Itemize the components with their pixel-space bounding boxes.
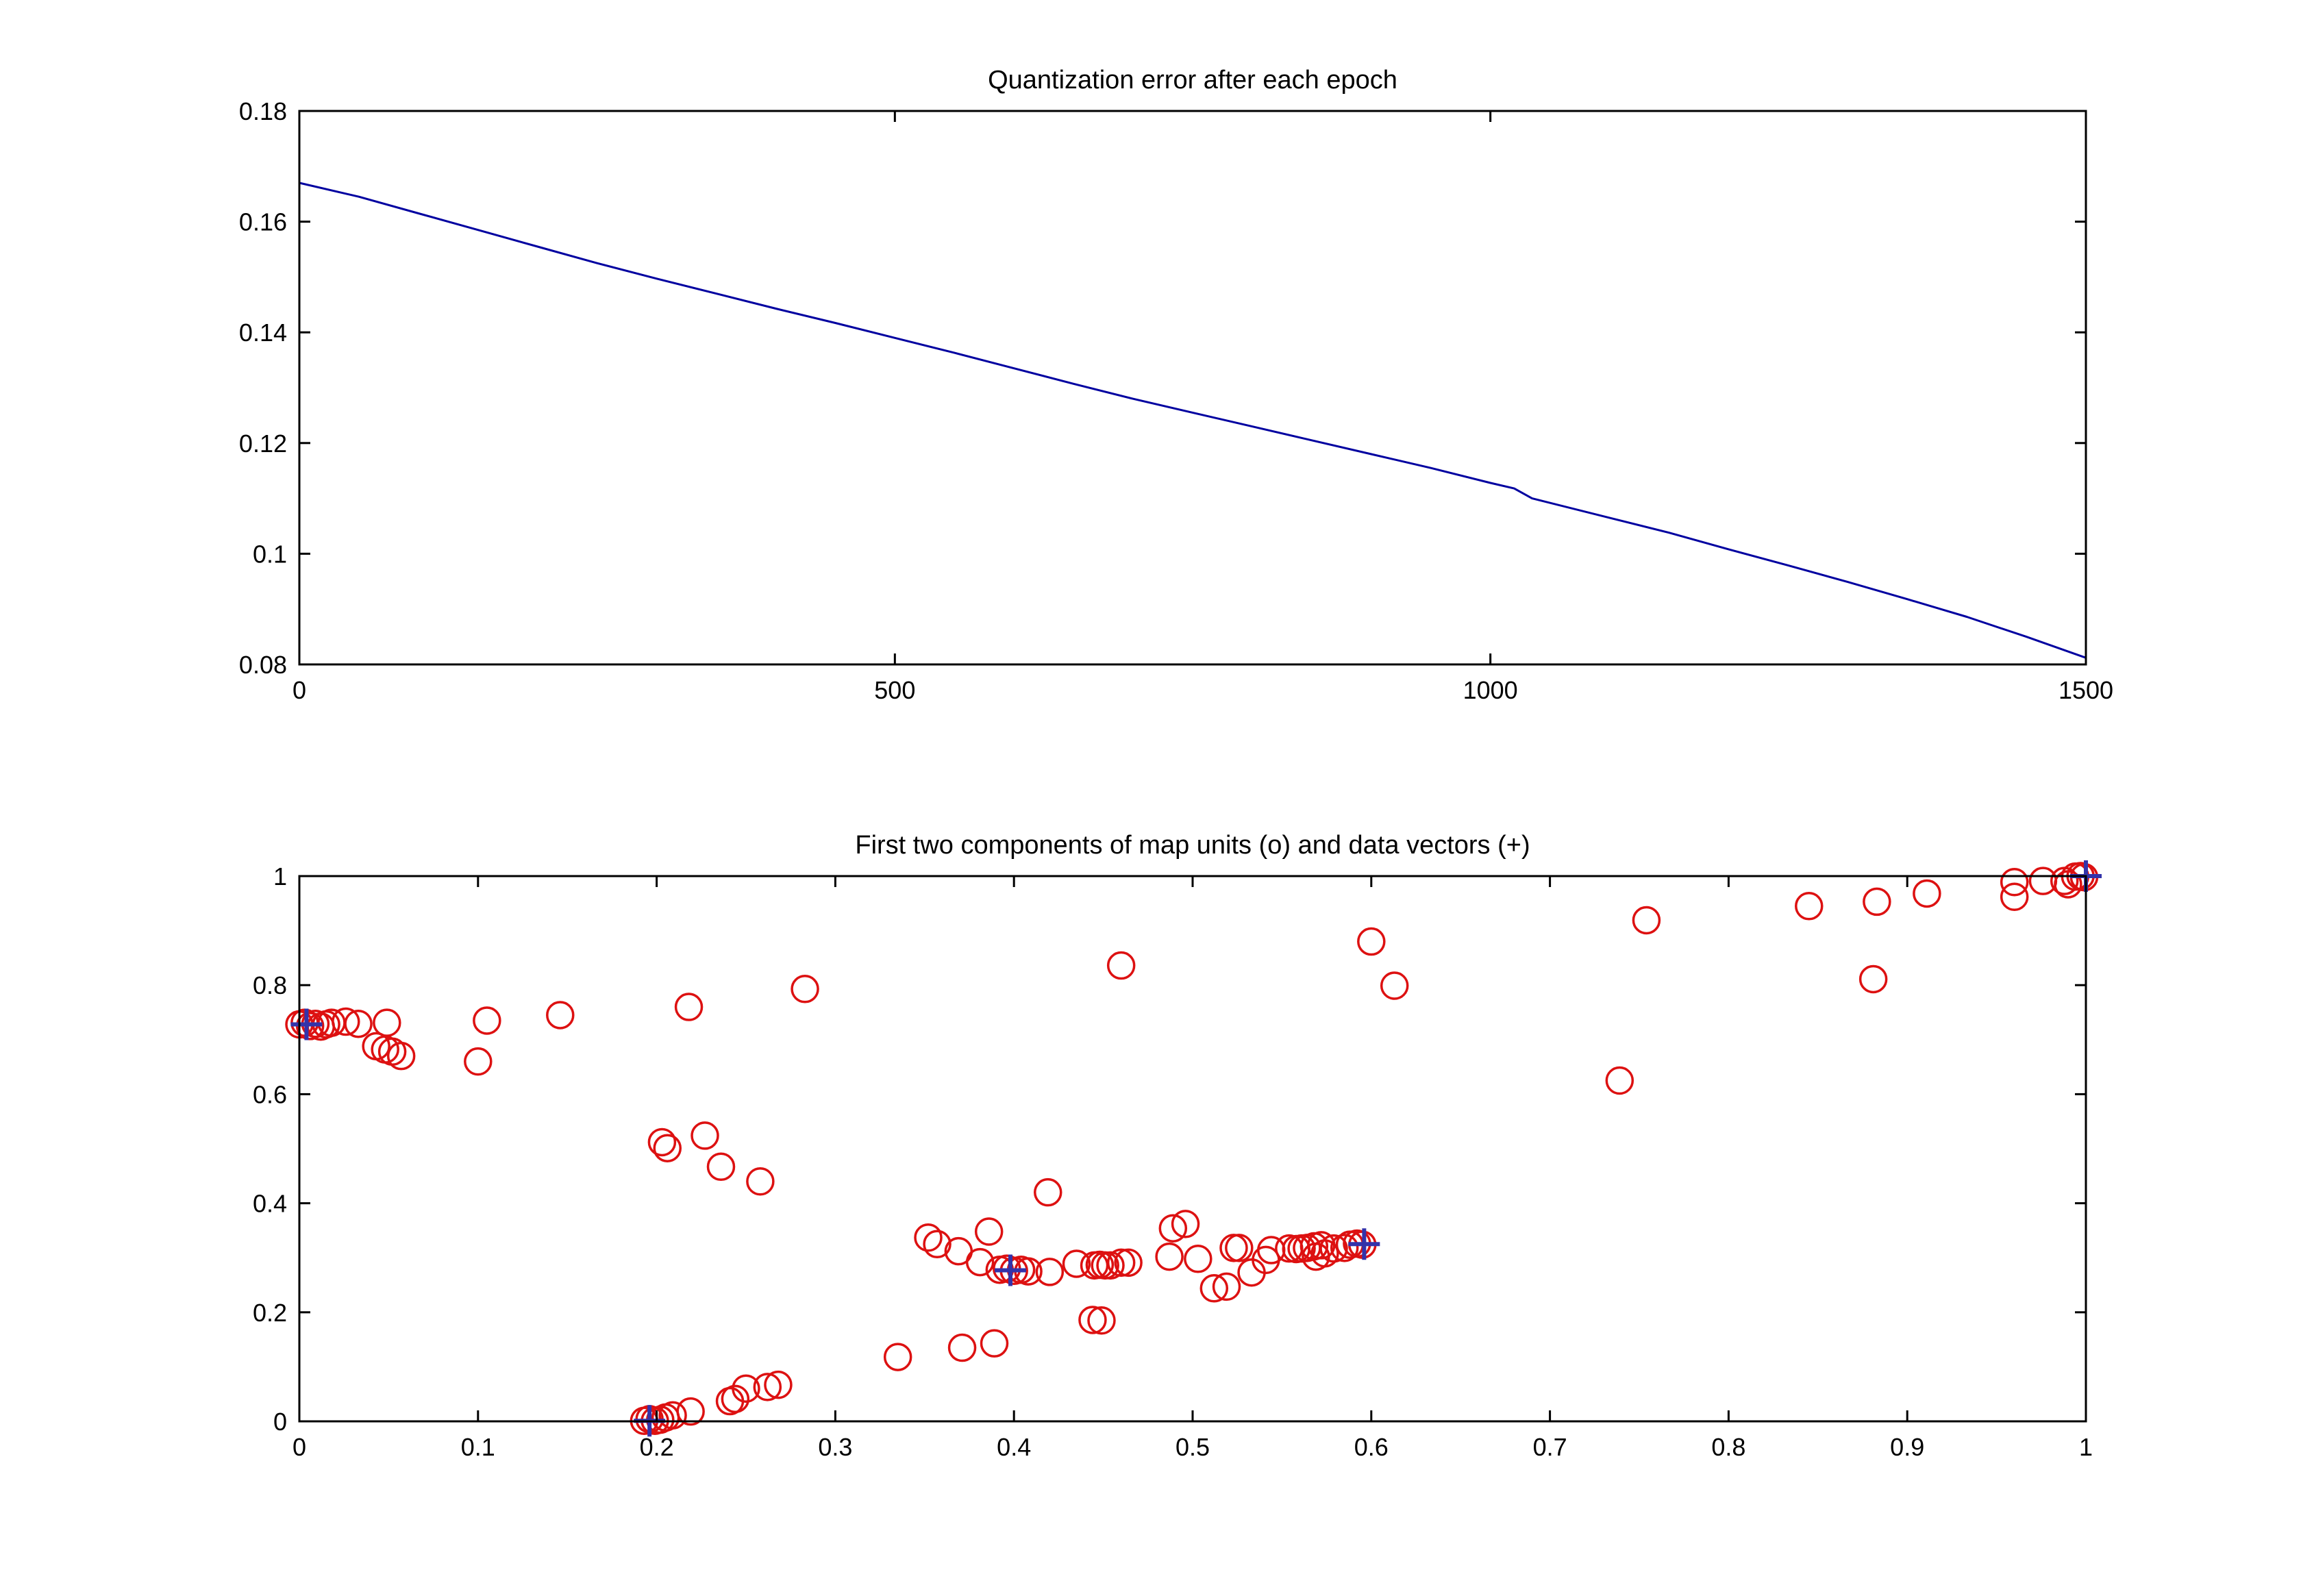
components-chart-map-unit-marker (1078, 1306, 1107, 1334)
components-chart-x-tick-label: 0.2 (640, 1433, 674, 1461)
quantization-chart-x-tick-label: 1500 (2059, 676, 2113, 704)
components-chart-map-unit-marker (1035, 1258, 1065, 1286)
components-chart-map-unit-marker (676, 1397, 705, 1426)
components-chart-map-unit-marker (1795, 892, 1824, 921)
components-chart-map-unit-marker (658, 1401, 687, 1430)
components-chart-map-unit-marker (1114, 1248, 1143, 1277)
components-chart-map-unit-marker (691, 1121, 719, 1150)
components-chart-map-unit-marker (791, 975, 819, 1003)
components-chart-map-unit-marker (1199, 1274, 1229, 1303)
components-chart-map-unit-marker (1158, 1214, 1188, 1243)
components-chart-data-vector-marker (994, 1254, 1026, 1286)
quantization-chart-y-tick-label: 0.1 (253, 540, 287, 568)
quantization-chart-x-tick-label: 1000 (1463, 676, 1518, 704)
components-chart-map-unit-marker (373, 1008, 401, 1037)
components-chart-map-unit-marker (674, 993, 704, 1021)
components-chart-map-unit-marker (764, 1370, 793, 1399)
quantization-chart: 0 500 1000 1500 0.08 0.1 0.12 0.14 0.16 0.18 (239, 97, 2113, 704)
components-chart-map-unit-marker (980, 1329, 1009, 1358)
components-chart-map-unit-marker (546, 1001, 575, 1030)
components-chart-y-tick-label: 0 (273, 1408, 287, 1436)
components-chart-y-tick-label: 0.8 (253, 971, 287, 999)
components-chart-y-tick-label: 0.2 (253, 1299, 287, 1327)
components-chart-map-unit-marker (883, 1343, 912, 1371)
quantization-chart-y-tick-label: 0.08 (239, 651, 287, 679)
components-chart-map-unit-marker (914, 1223, 943, 1252)
components-chart-map-unit-marker (721, 1384, 750, 1414)
components-chart-map-unit-marker (1863, 887, 1891, 917)
components-chart-map-unit-marker (1155, 1242, 1184, 1271)
components-chart-y-tick-label: 0.4 (253, 1190, 287, 1218)
components-chart-x-tick-label: 0 (293, 1433, 306, 1461)
components-chart-map-unit-marker (1319, 1234, 1348, 1263)
components-chart-y-tick-label: 0.6 (253, 1080, 287, 1108)
components-chart-map-unit-marker (706, 1152, 736, 1182)
quantization-chart-x-tick-label: 500 (874, 676, 915, 704)
components-chart-map-unit-marker (653, 1134, 682, 1162)
components-chart-x-tick-label: 0.1 (461, 1433, 495, 1461)
components-chart-x-tick-label: 0.3 (818, 1433, 852, 1461)
components-chart: 0 0.1 0.2 0.3 0.4 0.5 0.6 0.7 0.8 0.9 1 0 0.2 0.4 0.6 0… (253, 860, 2102, 1461)
components-chart-data-vector-marker (1348, 1228, 1380, 1260)
quantization-chart-y-tick-label: 0.18 (239, 97, 287, 125)
quantization-chart-y-tick-label: 0.16 (239, 208, 287, 236)
components-chart-map-unit-marker (464, 1047, 493, 1076)
components-chart-x-tick-label: 0.6 (1354, 1433, 1389, 1461)
components-chart-map-unit-marker (753, 1373, 782, 1401)
components-chart-axes-box (298, 875, 2087, 1423)
components-chart-map-unit-marker (386, 1041, 416, 1071)
components-chart-map-unit-marker (1357, 927, 1386, 956)
components-chart-map-unit-marker (1106, 1248, 1136, 1277)
components-chart-map-unit-marker (1380, 971, 1409, 1000)
quantization-chart-axes-box (298, 110, 2087, 666)
components-chart-map-unit-marker (1632, 906, 1661, 935)
quantization-chart-y-tick-label: 0.14 (239, 319, 287, 347)
quantization-chart-x-tick-label: 0 (293, 676, 306, 704)
components-chart-map-unit-marker (344, 1009, 373, 1038)
components-chart-map-unit-marker (1858, 964, 1888, 994)
components-chart-map-unit-marker (732, 1374, 760, 1403)
components-chart-map-unit-marker (473, 1006, 501, 1035)
components-chart-x-tick-label: 0.7 (1533, 1433, 1567, 1461)
components-chart-title: First two components of map units (o) an… (855, 831, 1530, 860)
components-chart-map-unit-marker (965, 1247, 995, 1277)
components-chart-map-unit-marker (1605, 1066, 1634, 1095)
quantization-chart-y-tick-label: 0.12 (239, 429, 287, 458)
quantization-chart-line-series (298, 182, 2087, 659)
components-chart-map-unit-marker (2000, 868, 2029, 897)
components-chart-x-tick-label: 0.5 (1176, 1433, 1210, 1461)
components-chart-map-unit-marker (974, 1217, 1004, 1246)
components-chart-map-unit-marker (1219, 1234, 1248, 1262)
components-chart-x-tick-label: 0.4 (997, 1433, 1031, 1461)
components-chart-map-unit-marker (1106, 951, 1136, 980)
components-chart-y-tick-label: 1 (273, 862, 287, 890)
components-chart-map-unit-marker (1225, 1234, 1254, 1262)
components-chart-x-tick-label: 1 (2079, 1433, 2093, 1461)
components-chart-map-unit-marker (1330, 1234, 1359, 1262)
components-chart-x-tick-label: 0.8 (1711, 1433, 1745, 1461)
components-chart-map-unit-marker (1184, 1245, 1212, 1273)
components-chart-map-unit-marker (1171, 1210, 1200, 1238)
components-chart-data-vector-marker (290, 1008, 323, 1040)
components-chart-map-unit-marker (746, 1167, 775, 1196)
components-chart-map-unit-marker (947, 1333, 977, 1362)
quantization-chart-title: Quantization error after each epoch (988, 66, 1397, 95)
components-chart-map-unit-marker (1212, 1272, 1241, 1301)
components-chart-map-unit-marker (1096, 1251, 1125, 1280)
components-chart-x-tick-label: 0.9 (1890, 1433, 1924, 1461)
components-chart-map-unit-marker (1913, 879, 1941, 908)
components-chart-map-unit-marker (1087, 1306, 1116, 1335)
components-chart-map-unit-marker (923, 1230, 952, 1259)
components-chart-map-unit-marker (332, 1007, 360, 1036)
components-chart-map-unit-marker (1034, 1177, 1062, 1207)
components-chart-map-unit-marker (2000, 882, 2029, 911)
components-chart-map-unit-marker (647, 1127, 677, 1157)
components-chart-map-unit-marker (1062, 1249, 1091, 1278)
